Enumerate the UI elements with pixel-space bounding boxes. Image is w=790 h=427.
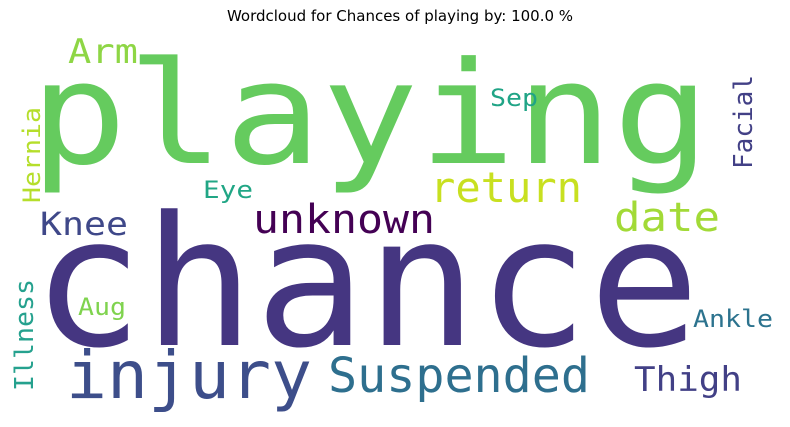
- word-hernia: Hernia: [18, 107, 46, 203]
- word-playing: playing: [30, 32, 710, 197]
- word-chance: chance: [32, 179, 700, 388]
- word-suspended: Suspended: [328, 348, 590, 404]
- word-unknown: unknown: [253, 197, 435, 243]
- word-arm: Arm: [68, 32, 138, 72]
- word-facial: Facial: [729, 75, 759, 169]
- word-thigh: Thigh: [634, 360, 742, 400]
- word-ankle: Ankle: [693, 305, 773, 333]
- word-sep: Sep: [490, 84, 538, 112]
- word-injury: injury: [66, 337, 312, 414]
- word-aug: Aug: [78, 293, 126, 321]
- word-return: return: [430, 163, 582, 212]
- word-date: date: [614, 195, 720, 241]
- word-illness: Illness: [10, 279, 40, 391]
- chart-title: Wordcloud for Chances of playing by: 100…: [226, 7, 574, 25]
- word-knee: Knee: [40, 205, 128, 243]
- word-eye: Eye: [203, 176, 253, 204]
